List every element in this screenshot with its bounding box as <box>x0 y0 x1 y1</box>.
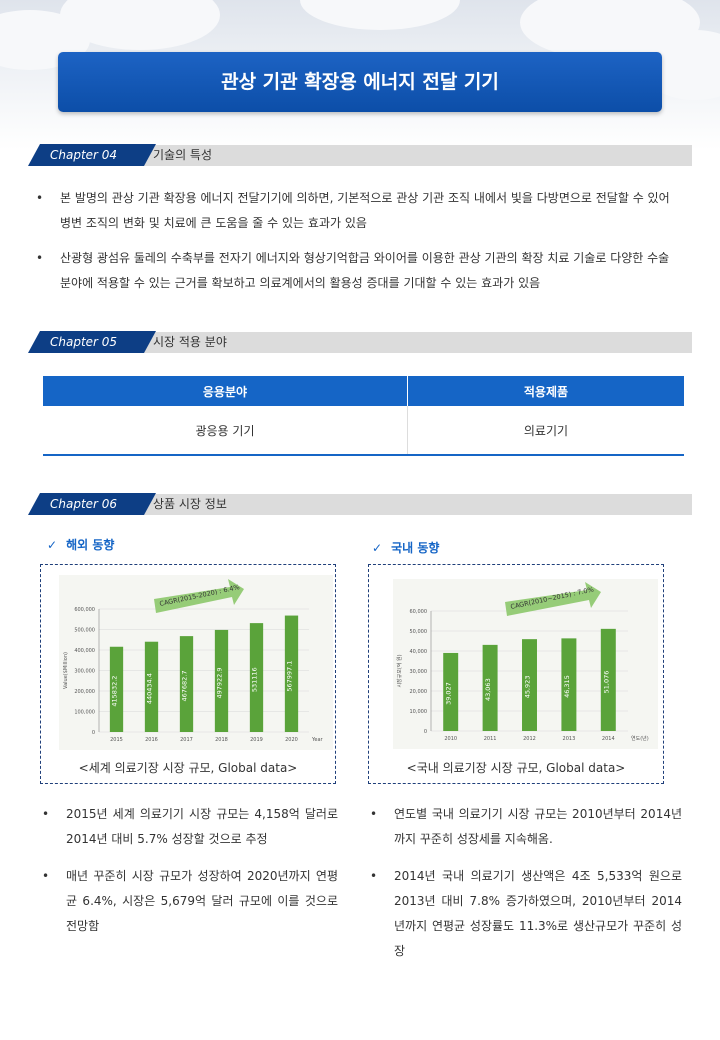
x-tick-label: 2018 <box>215 737 228 743</box>
check-icon: ✓ <box>47 538 58 552</box>
y-tick-label: 50,000 <box>410 629 428 635</box>
y-tick-label: 0 <box>92 730 95 736</box>
y-tick-label: 300,000 <box>74 669 95 675</box>
page-title: 관상 기관 확장용 에너지 전달 기기 <box>58 52 662 112</box>
list-item: 2015년 세계 의료기기 시장 규모는 4,158억 달러로 2014년 대비… <box>42 802 338 852</box>
data-label: 45,923 <box>524 676 532 699</box>
y-axis-label: Value($Million) <box>63 652 69 689</box>
technology-features-list: 본 발명의 관상 기관 확장용 에너지 전달기기에 의하면, 기본적으로 관상 … <box>36 186 684 306</box>
x-axis-label: 연도(년) <box>631 735 649 742</box>
table-row: 광응용 기기 의료기기 <box>43 406 684 456</box>
chapter-bar <box>138 332 692 353</box>
list-item: 매년 꾸준히 시장 규모가 성장하여 2020년까지 연평균 6.4%, 시장은… <box>42 864 338 939</box>
chart-caption: <세계 의료기장 시장 규모, Global data> <box>78 761 298 775</box>
domestic-market-chart: 0 10,000 20,000 30,000 40,000 50,000 60,000 시장규… <box>393 579 658 749</box>
bar <box>600 628 616 731</box>
x-tick-label: 2017 <box>180 737 193 743</box>
data-label: 43,063 <box>484 678 492 701</box>
x-tick-label: 2013 <box>563 736 576 742</box>
application-table: 응용분야 적용제품 광응용 기기 의료기기 <box>43 376 684 456</box>
chapter-tag: Chapter 04 <box>28 144 156 166</box>
global-market-chart: 0 100,000 200,000 300,000 400,000 500,000 600,… <box>59 575 333 750</box>
chapter-06-heading: Chapter 06 상품 시장 정보 <box>28 493 692 515</box>
x-tick-label: 2015 <box>110 737 123 743</box>
domestic-trend-list: 연도별 국내 의료기기 시장 규모는 2010년부터 2014년까지 꾸준히 성… <box>370 802 682 976</box>
bar <box>144 641 159 732</box>
data-label: 440434.4 <box>146 673 154 704</box>
data-label: 567997.1 <box>286 661 294 692</box>
y-tick-label: 60,000 <box>410 609 428 615</box>
data-label: 39,027 <box>445 682 453 705</box>
bar <box>284 615 299 732</box>
bar <box>179 636 194 732</box>
trend-label: 해외 동향 <box>66 538 115 552</box>
data-label: 46,315 <box>563 675 571 698</box>
table-cell: 의료기기 <box>407 406 684 456</box>
y-tick-label: 30,000 <box>410 669 428 675</box>
overseas-trend-list: 2015년 세계 의료기기 시장 규모는 4,158억 달러로 2014년 대비… <box>42 802 338 951</box>
x-tick-label: 2014 <box>602 736 615 742</box>
chart-caption: <국내 의료기장 시장 규모, Global data> <box>406 761 626 775</box>
x-tick-label: 2016 <box>145 737 158 743</box>
y-tick-label: 400,000 <box>74 648 95 654</box>
bar <box>249 623 264 732</box>
list-item: 연도별 국내 의료기기 시장 규모는 2010년부터 2014년까지 꾸준히 성… <box>370 802 682 852</box>
y-tick-label: 0 <box>424 729 427 735</box>
y-tick-label: 20,000 <box>410 689 428 695</box>
x-tick-label: 2020 <box>285 737 298 743</box>
overseas-trend-heading: ✓ 해외 동향 <box>47 536 114 553</box>
domestic-trend-heading: ✓ 국내 동향 <box>372 539 439 556</box>
bar <box>561 638 577 731</box>
domestic-market-chart-box: 0 10,000 20,000 30,000 40,000 50,000 60,000 시장규… <box>368 564 664 784</box>
data-label: 415832.2 <box>111 676 119 707</box>
y-tick-label: 100,000 <box>74 710 95 716</box>
x-tick-label: 2019 <box>250 737 263 743</box>
table-cell: 광응용 기기 <box>43 406 408 456</box>
bar <box>109 646 124 732</box>
y-tick-label: 10,000 <box>410 709 428 715</box>
list-item: 산광형 광섬유 둘레의 수축부를 전자기 에너지와 형상기억합금 와이어를 이용… <box>36 246 684 296</box>
table-header: 적용제품 <box>407 376 684 406</box>
bar <box>482 644 498 731</box>
chapter-title: 기술의 특성 <box>153 148 213 162</box>
chapter-bar <box>138 145 692 166</box>
bar <box>443 652 459 731</box>
x-tick-label: 2010 <box>444 736 457 742</box>
check-icon: ✓ <box>372 541 383 555</box>
trend-arrow <box>154 579 244 613</box>
global-market-chart-box: 0 100,000 200,000 300,000 400,000 500,000 600,… <box>40 564 336 784</box>
y-tick-label: 40,000 <box>410 649 428 655</box>
y-tick-label: 200,000 <box>74 689 95 695</box>
y-axis-label: 시장규모(억 원) <box>396 654 403 687</box>
data-label: 497922.9 <box>216 667 224 698</box>
chapter-title: 시장 적용 분야 <box>153 335 227 349</box>
trend-label: 국내 동향 <box>391 541 440 555</box>
x-axis-label: Year <box>311 737 324 743</box>
table-header: 응용분야 <box>43 376 408 406</box>
x-tick-label: 2012 <box>523 736 536 742</box>
bar <box>214 629 229 732</box>
list-item: 본 발명의 관상 기관 확장용 에너지 전달기기에 의하면, 기본적으로 관상 … <box>36 186 684 236</box>
bar <box>522 639 537 731</box>
chapter-05-heading: Chapter 05 시장 적용 분야 <box>28 331 692 353</box>
chapter-tag: Chapter 05 <box>28 331 156 353</box>
chapter-bar <box>138 494 692 515</box>
chapter-04-heading: Chapter 04 기술의 특성 <box>28 144 692 166</box>
trend-arrow <box>505 582 601 616</box>
chapter-tag: Chapter 06 <box>28 493 156 515</box>
x-tick-label: 2011 <box>484 736 497 742</box>
data-label: 51,076 <box>602 671 610 694</box>
list-item: 2014년 국내 의료기기 생산액은 4조 5,533억 원으로 2013년 대… <box>370 864 682 964</box>
chapter-title: 상품 시장 정보 <box>153 497 227 511</box>
y-tick-label: 500,000 <box>74 628 95 634</box>
data-label: 467682.7 <box>181 670 189 701</box>
data-label: 531116 <box>251 667 259 692</box>
y-tick-label: 600,000 <box>74 607 95 613</box>
